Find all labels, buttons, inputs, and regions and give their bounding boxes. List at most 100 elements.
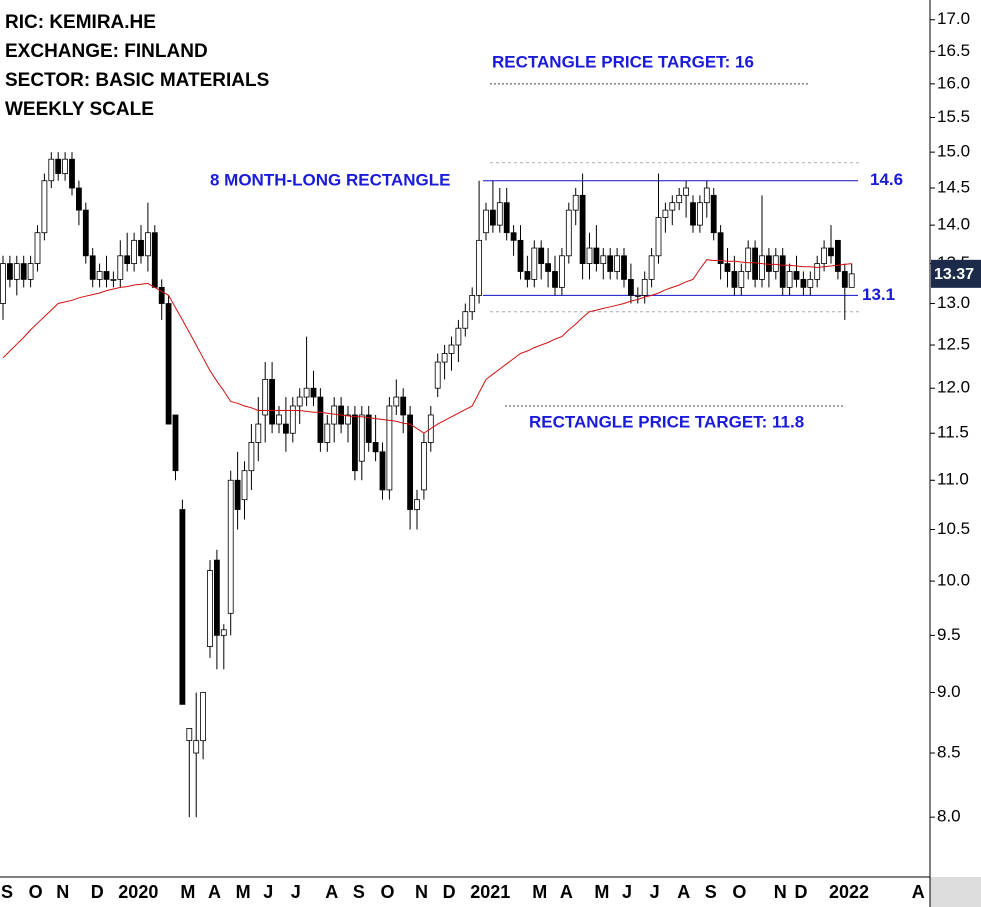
candle-body [441, 353, 448, 363]
candle-body [710, 194, 717, 234]
candle-body [96, 271, 103, 280]
y-tick-label: 8.0 [937, 807, 961, 826]
x-tick-label: J [291, 882, 301, 902]
candle-body [600, 255, 607, 265]
y-tick-label: 8.5 [937, 743, 961, 762]
candle-body [786, 271, 793, 288]
candle-body [414, 499, 420, 510]
x-tick-label: M [594, 882, 609, 902]
candle-body [345, 414, 351, 425]
candle-body [172, 414, 179, 472]
y-tick-label: 15.0 [937, 142, 970, 161]
candle-body [828, 247, 834, 257]
plot [0, 83, 860, 818]
x-tick-label: D [795, 882, 808, 902]
target-label: RECTANGLE PRICE TARGET: 16 [492, 52, 754, 71]
candle-body [807, 278, 814, 288]
candle-body [200, 692, 207, 742]
x-tick-label: O [29, 882, 43, 902]
candle-body [565, 209, 572, 257]
candle-body [27, 263, 34, 280]
header-line: SECTOR: BASIC MATERIALS [5, 70, 269, 91]
candle-body [255, 423, 262, 443]
candle-body [489, 209, 496, 226]
last-price-box [931, 259, 981, 288]
x-tick-label: D [443, 882, 456, 902]
candle-body [531, 247, 538, 280]
candle-body [269, 379, 276, 425]
y-tick-label: 17.0 [937, 9, 970, 28]
candle-body [289, 405, 296, 434]
candle-body [420, 442, 427, 491]
candle-body [351, 414, 358, 472]
candle-body [503, 202, 510, 234]
candle-body [124, 255, 131, 265]
candle-body [241, 470, 248, 501]
y-tick-label: 9.5 [937, 625, 961, 644]
candle-body [510, 232, 517, 241]
candle-body [69, 158, 75, 189]
candle-body [379, 451, 386, 491]
y-tick-label: 11.0 [937, 470, 969, 489]
x-tick-label: N [56, 882, 69, 902]
candle-body [365, 414, 372, 443]
y-tick-label: 12.5 [937, 335, 970, 354]
y-tick-label: 15.5 [937, 107, 970, 126]
candle-body [648, 255, 655, 280]
x-tick-label: J [650, 882, 660, 902]
x-tick-label: A [677, 882, 690, 902]
candle-body [207, 570, 213, 647]
candle-body [476, 239, 483, 296]
candle-body [151, 232, 158, 288]
candle-body [158, 286, 165, 304]
candle-body [165, 303, 172, 425]
x-tick-label: A [912, 882, 925, 902]
x-tick-label: N [774, 882, 787, 902]
level-label: 13.1 [862, 285, 895, 304]
y-tick-label: 16.0 [937, 73, 970, 92]
y-tick-label: 11.5 [937, 423, 969, 442]
candle-body [469, 295, 476, 313]
candle-body [731, 271, 738, 288]
last-price-label: 13.37 [934, 266, 974, 283]
candle-body [703, 187, 710, 204]
candle-body [372, 442, 379, 453]
candle-body [76, 187, 82, 211]
candle-body [593, 247, 600, 265]
x-tick-label: A [208, 882, 221, 902]
candle-body [262, 379, 269, 416]
candle-body [641, 278, 648, 296]
x-tick-label: A [560, 882, 573, 902]
candle-body [676, 194, 683, 204]
target-label: RECTANGLE PRICE TARGET: 11.8 [529, 412, 804, 431]
candle-body [117, 255, 124, 280]
candle-body [752, 247, 758, 280]
candle-body [331, 405, 338, 425]
y-tick-label: 9.0 [937, 682, 961, 701]
candle-body [138, 239, 144, 257]
x-tick-label: O [732, 882, 746, 902]
candle-body [524, 271, 531, 280]
header-line: WEEKLY SCALE [5, 99, 154, 120]
x-tick-label: J [622, 882, 632, 902]
y-tick-label: 13.0 [937, 293, 970, 312]
candle-body [0, 263, 6, 304]
candle-body [7, 263, 13, 280]
candle-body [821, 247, 827, 265]
axis-corner [930, 877, 981, 907]
candle-body [835, 239, 841, 272]
x-tick-label: N [415, 882, 428, 902]
candle-body [248, 442, 255, 472]
candle-body [579, 194, 586, 265]
candle-body [559, 255, 565, 288]
candle-body [296, 396, 303, 407]
candle-body [841, 271, 848, 288]
candle-body [55, 158, 62, 174]
candle-body [545, 263, 551, 272]
candle-body [227, 479, 234, 614]
candle-body [13, 263, 20, 280]
candle-body [82, 209, 89, 257]
candle-body [586, 247, 593, 265]
candle-body [282, 423, 289, 434]
